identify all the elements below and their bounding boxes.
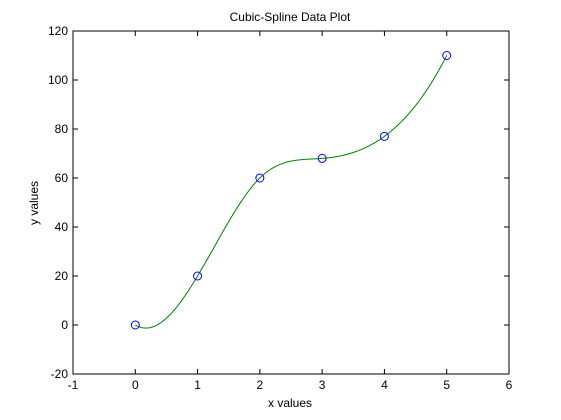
data-point	[317, 153, 327, 163]
y-tick-label: 20	[55, 269, 69, 283]
data-point	[255, 173, 265, 183]
data-point	[130, 320, 140, 330]
x-tick-label: 2	[257, 378, 264, 392]
data-point	[379, 131, 389, 141]
plot-area	[72, 30, 510, 375]
x-axis-label: x values	[268, 396, 312, 410]
y-tick-label: 40	[55, 220, 69, 234]
y-tick-label: 60	[55, 171, 69, 185]
spline-line	[135, 55, 448, 329]
x-tick-label: 5	[443, 378, 450, 392]
y-tick-label: 0	[61, 318, 68, 332]
x-tick-labels: -1 0 1 2 3 4 5 6	[68, 378, 513, 392]
y-axis-label: y values	[27, 181, 41, 225]
x-tick-label: 4	[381, 378, 388, 392]
y-tick-label: 120	[48, 24, 68, 38]
chart-title: Cubic-Spline Data Plot	[230, 10, 351, 24]
y-tick-label: -20	[51, 367, 69, 381]
axis-ticks	[72, 30, 510, 375]
data-point	[442, 51, 452, 60]
y-tick-labels: -20 0 20 40 60 80 100 120	[48, 24, 68, 381]
x-tick-label: 0	[132, 378, 139, 392]
x-tick-label: 3	[319, 378, 326, 392]
x-tick-label: 1	[194, 378, 201, 392]
data-point	[193, 271, 203, 281]
data-markers	[130, 51, 452, 330]
y-tick-label: 100	[48, 73, 68, 87]
x-tick-label: 6	[506, 378, 513, 392]
x-tick-label: -1	[68, 378, 79, 392]
y-tick-label: 80	[55, 122, 69, 136]
